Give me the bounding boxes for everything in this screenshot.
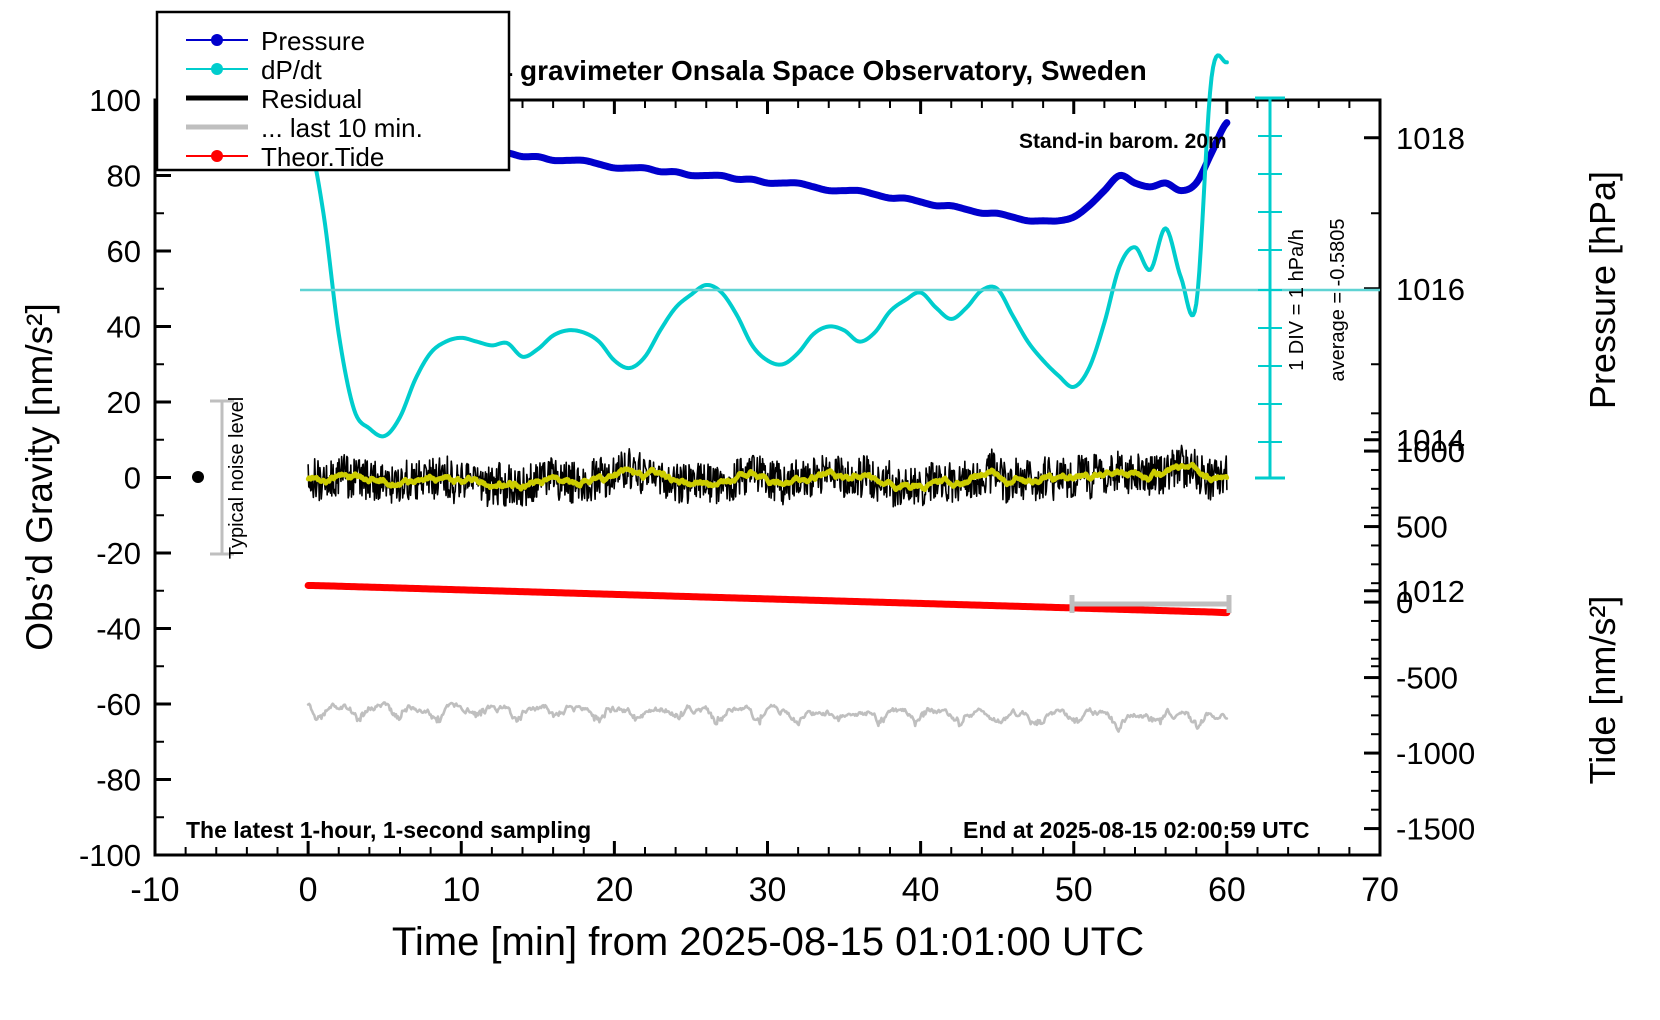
tide-tick-label: -1500 (1396, 812, 1475, 847)
last-10-min-trace (306, 701, 1229, 733)
x-tick-label: -10 (130, 871, 179, 909)
sampling-note-annotation: The latest 1-hour, 1-second sampling (186, 817, 591, 843)
end-time-annotation: End at 2025-08-15 02:00:59 UTC (963, 817, 1309, 843)
tide-tick-label: 1000 (1396, 434, 1465, 469)
tide-tick-label: 500 (1396, 510, 1448, 545)
dpdt-trace (306, 53, 1229, 439)
legend-label: Pressure (261, 26, 365, 56)
pressure-tick-label: 1016 (1396, 272, 1465, 307)
pressure-tick-label: 1014 (1396, 423, 1465, 458)
tide-tick-label: -500 (1396, 661, 1458, 696)
y-axis-tide-title: Tide [nm/s²] (1582, 596, 1623, 785)
y-tick-label: 100 (89, 83, 141, 118)
x-tick-label: 50 (1055, 871, 1093, 909)
y-tick-label: -40 (96, 612, 141, 647)
legend-marker-dot (211, 150, 223, 162)
residual-smoothed-trace (305, 461, 1230, 493)
page-title: SCG_054 gravimeter Onsala Space Observat… (389, 55, 1146, 86)
legend-marker-dot (211, 34, 223, 46)
average-annotation: average = -0.5805 (1327, 219, 1349, 382)
y-axis-left-title: Obs’d Gravity [nm/s²] (19, 303, 60, 650)
legend-label: Residual (261, 84, 362, 114)
y-tick-label: 60 (107, 234, 141, 269)
x-tick-label: 30 (749, 871, 787, 909)
legend-item: Theor.Tide (186, 142, 384, 172)
noise-level-annotation: Typical noise level (226, 397, 248, 559)
pressure-tick-label: 1018 (1396, 121, 1465, 156)
y-tick-label: 20 (107, 385, 141, 420)
y-tick-label: -100 (79, 838, 141, 873)
x-tick-label: 70 (1361, 871, 1399, 909)
y-tick-label: 0 (124, 461, 141, 496)
x-axis-title: Time [min] from 2025-08-15 01:01:00 UTC (392, 920, 1144, 964)
tide-tick-label: 0 (1396, 585, 1413, 620)
pressure-tick-label: 1012 (1396, 574, 1465, 609)
legend-label: ... last 10 min. (261, 113, 423, 143)
x-axis-ticks: -10 0 10 20 30 40 50 60 70 (130, 100, 1399, 909)
y-axis-tide-ticks: 1000 500 0 -500 -1000 -1500 (1364, 412, 1475, 847)
legend-item: ... last 10 min. (186, 113, 423, 143)
div-scale-annotation: 1 DIV = 1 hPa/h (1286, 229, 1308, 371)
y-axis-pressure-title: Pressure [hPa] (1582, 171, 1623, 409)
x-tick-label: 0 (299, 871, 318, 909)
legend-marker-dot (211, 63, 223, 75)
legend-label: Theor.Tide (261, 142, 384, 172)
x-tick-label: 60 (1208, 871, 1246, 909)
last-10-min-bracket (1069, 595, 1232, 613)
div-scale-bar (1255, 96, 1285, 480)
x-tick-label: 20 (595, 871, 633, 909)
legend-item: Pressure (186, 26, 365, 56)
legend-label: dP/dt (261, 55, 322, 85)
x-tick-label: 40 (902, 871, 940, 909)
standin-barom-annotation: Stand-in barom. 20m (1019, 130, 1227, 153)
typical-noise-level-marker (192, 399, 234, 556)
legend-item: Residual (186, 84, 362, 114)
y-tick-label: -60 (96, 687, 141, 722)
y-tick-label: -80 (96, 763, 141, 798)
x-tick-label: 10 (442, 871, 480, 909)
tide-tick-label: -1000 (1396, 736, 1475, 771)
y-tick-label: 40 (107, 310, 141, 345)
y-tick-label: -20 (96, 536, 141, 571)
legend-item: dP/dt (186, 55, 322, 85)
y-axis-left-ticks: 100 80 60 40 20 0 -20 -40 -60 -80 -100 (79, 83, 171, 873)
y-tick-label: 80 (107, 159, 141, 194)
